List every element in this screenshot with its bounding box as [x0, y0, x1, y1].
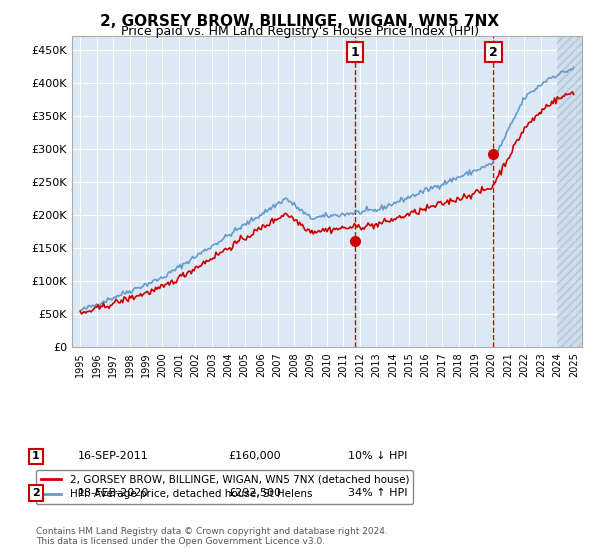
- Text: £292,500: £292,500: [228, 488, 281, 498]
- Text: 2: 2: [489, 46, 498, 59]
- Text: 1: 1: [32, 451, 40, 461]
- Text: 18-FEB-2020: 18-FEB-2020: [78, 488, 149, 498]
- Text: 2, GORSEY BROW, BILLINGE, WIGAN, WN5 7NX: 2, GORSEY BROW, BILLINGE, WIGAN, WN5 7NX: [100, 14, 500, 29]
- Text: 16-SEP-2011: 16-SEP-2011: [78, 451, 149, 461]
- Text: 34% ↑ HPI: 34% ↑ HPI: [348, 488, 407, 498]
- Text: 2: 2: [32, 488, 40, 498]
- Text: £160,000: £160,000: [228, 451, 281, 461]
- Text: 1: 1: [351, 46, 359, 59]
- Text: Contains HM Land Registry data © Crown copyright and database right 2024.
This d: Contains HM Land Registry data © Crown c…: [36, 526, 388, 546]
- Bar: [557, 36, 582, 347]
- Text: 10% ↓ HPI: 10% ↓ HPI: [348, 451, 407, 461]
- Text: Price paid vs. HM Land Registry's House Price Index (HPI): Price paid vs. HM Land Registry's House …: [121, 25, 479, 38]
- Legend: 2, GORSEY BROW, BILLINGE, WIGAN, WN5 7NX (detached house), HPI: Average price, d: 2, GORSEY BROW, BILLINGE, WIGAN, WN5 7NX…: [37, 470, 413, 503]
